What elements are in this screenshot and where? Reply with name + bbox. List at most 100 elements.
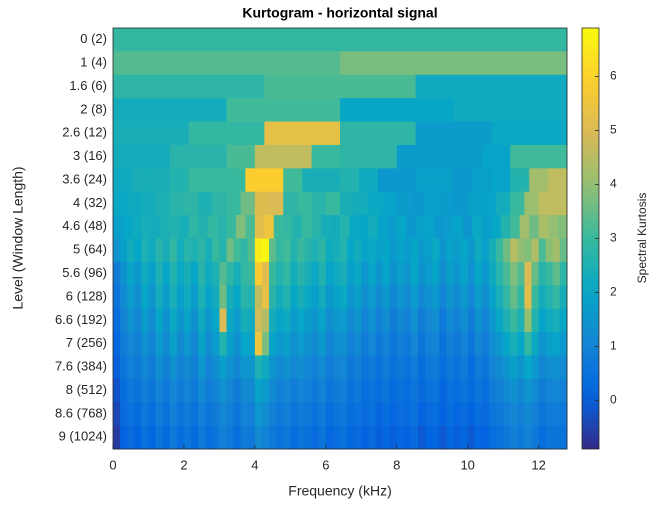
heat-cell: [205, 261, 213, 286]
heat-cell: [269, 402, 277, 427]
heat-cell: [212, 355, 220, 380]
heat-cell: [247, 425, 256, 450]
heat-cell: [176, 355, 185, 380]
heat-cell: [120, 355, 128, 380]
heat-cell: [488, 285, 497, 310]
heat-cell: [283, 144, 313, 169]
heat-cell: [375, 355, 383, 380]
heat-cell: [235, 215, 246, 239]
heat-cell: [205, 355, 213, 380]
heat-cell: [488, 355, 497, 380]
heat-cell: [389, 308, 398, 333]
heat-cell: [524, 285, 532, 310]
heat-cell: [354, 355, 362, 380]
heat-cell: [439, 191, 454, 216]
heat-cell: [531, 402, 540, 427]
heat-cell: [226, 355, 234, 380]
heat-cell: [467, 332, 476, 356]
heat-cell: [439, 238, 447, 263]
heat-cell: [226, 168, 246, 193]
heat-cell: [283, 308, 291, 333]
heat-cell: [141, 285, 149, 310]
heat-cell: [226, 308, 234, 333]
heat-cell: [439, 425, 447, 450]
heat-cell: [418, 332, 426, 356]
heat-cell: [131, 168, 152, 193]
heat-cell: [120, 261, 128, 286]
heat-cell: [297, 308, 305, 333]
heat-cell: [524, 261, 532, 286]
heat-cell: [410, 238, 419, 263]
heat-cell: [418, 402, 426, 427]
heat-cell: [191, 308, 199, 333]
heat-cell: [325, 191, 341, 216]
heat-cell: [347, 378, 355, 403]
heat-cell: [254, 238, 263, 263]
heat-cell: [529, 215, 540, 239]
heat-cell: [410, 285, 419, 310]
heat-cell: [474, 402, 483, 427]
heat-cell: [233, 425, 242, 450]
heat-cell: [545, 355, 554, 380]
heat-cell: [304, 332, 313, 356]
heat-cell: [254, 261, 263, 286]
heat-cell: [297, 238, 305, 263]
heat-cell: [347, 238, 355, 263]
heat-cell: [247, 238, 256, 263]
heat-cell: [219, 402, 227, 427]
heat-cell: [113, 98, 171, 122]
colorbar-tick-label: 1: [610, 339, 617, 353]
heat-cell: [254, 425, 263, 450]
heat-cell: [290, 425, 298, 450]
heat-cell: [261, 402, 270, 427]
heat-cell: [460, 425, 469, 450]
heat-cell: [361, 308, 369, 333]
heat-cell: [340, 378, 348, 403]
heat-cell: [425, 261, 433, 286]
heat-cell: [415, 215, 426, 239]
heat-cell: [127, 425, 135, 450]
heat-cell: [439, 308, 447, 333]
heat-cell: [453, 51, 568, 76]
heat-cell: [113, 144, 142, 169]
heat-cell: [425, 332, 433, 356]
heat-cell: [340, 308, 348, 333]
heat-cell: [524, 308, 532, 333]
heat-cell: [460, 332, 469, 356]
heat-cell: [474, 355, 483, 380]
heat-cell: [418, 378, 426, 403]
heat-cell: [276, 402, 284, 427]
heat-cell: [361, 402, 369, 427]
heat-cell: [389, 285, 398, 310]
heat-cell: [283, 98, 341, 122]
heat-cell: [531, 425, 540, 450]
colorbar-tick-label: 6: [610, 69, 617, 83]
heat-cell: [396, 308, 405, 333]
heat-cell: [283, 285, 291, 310]
heat-cell: [321, 168, 341, 193]
heat-cell: [276, 355, 284, 380]
heat-cell: [283, 402, 291, 427]
heat-cell: [524, 332, 532, 356]
heat-cell: [418, 355, 426, 380]
heat-cell: [127, 308, 135, 333]
heat-cell: [304, 355, 313, 380]
heat-cell: [269, 238, 277, 263]
heat-cell: [552, 308, 561, 333]
heat-cell: [233, 378, 242, 403]
heat-cell: [403, 332, 412, 356]
heat-cell: [318, 285, 327, 310]
heat-cell: [467, 191, 483, 216]
heat-cell: [254, 402, 263, 427]
heat-cell: [432, 425, 440, 450]
heat-cell: [297, 261, 305, 286]
heat-cell: [233, 402, 242, 427]
heat-cell: [198, 308, 206, 333]
heat-cell: [474, 261, 483, 286]
heat-cell: [148, 332, 156, 356]
heat-cell: [418, 425, 426, 450]
heat-cell: [375, 332, 383, 356]
heat-cell: [396, 355, 405, 380]
heat-cell: [432, 308, 440, 333]
heat-cell: [162, 378, 171, 403]
